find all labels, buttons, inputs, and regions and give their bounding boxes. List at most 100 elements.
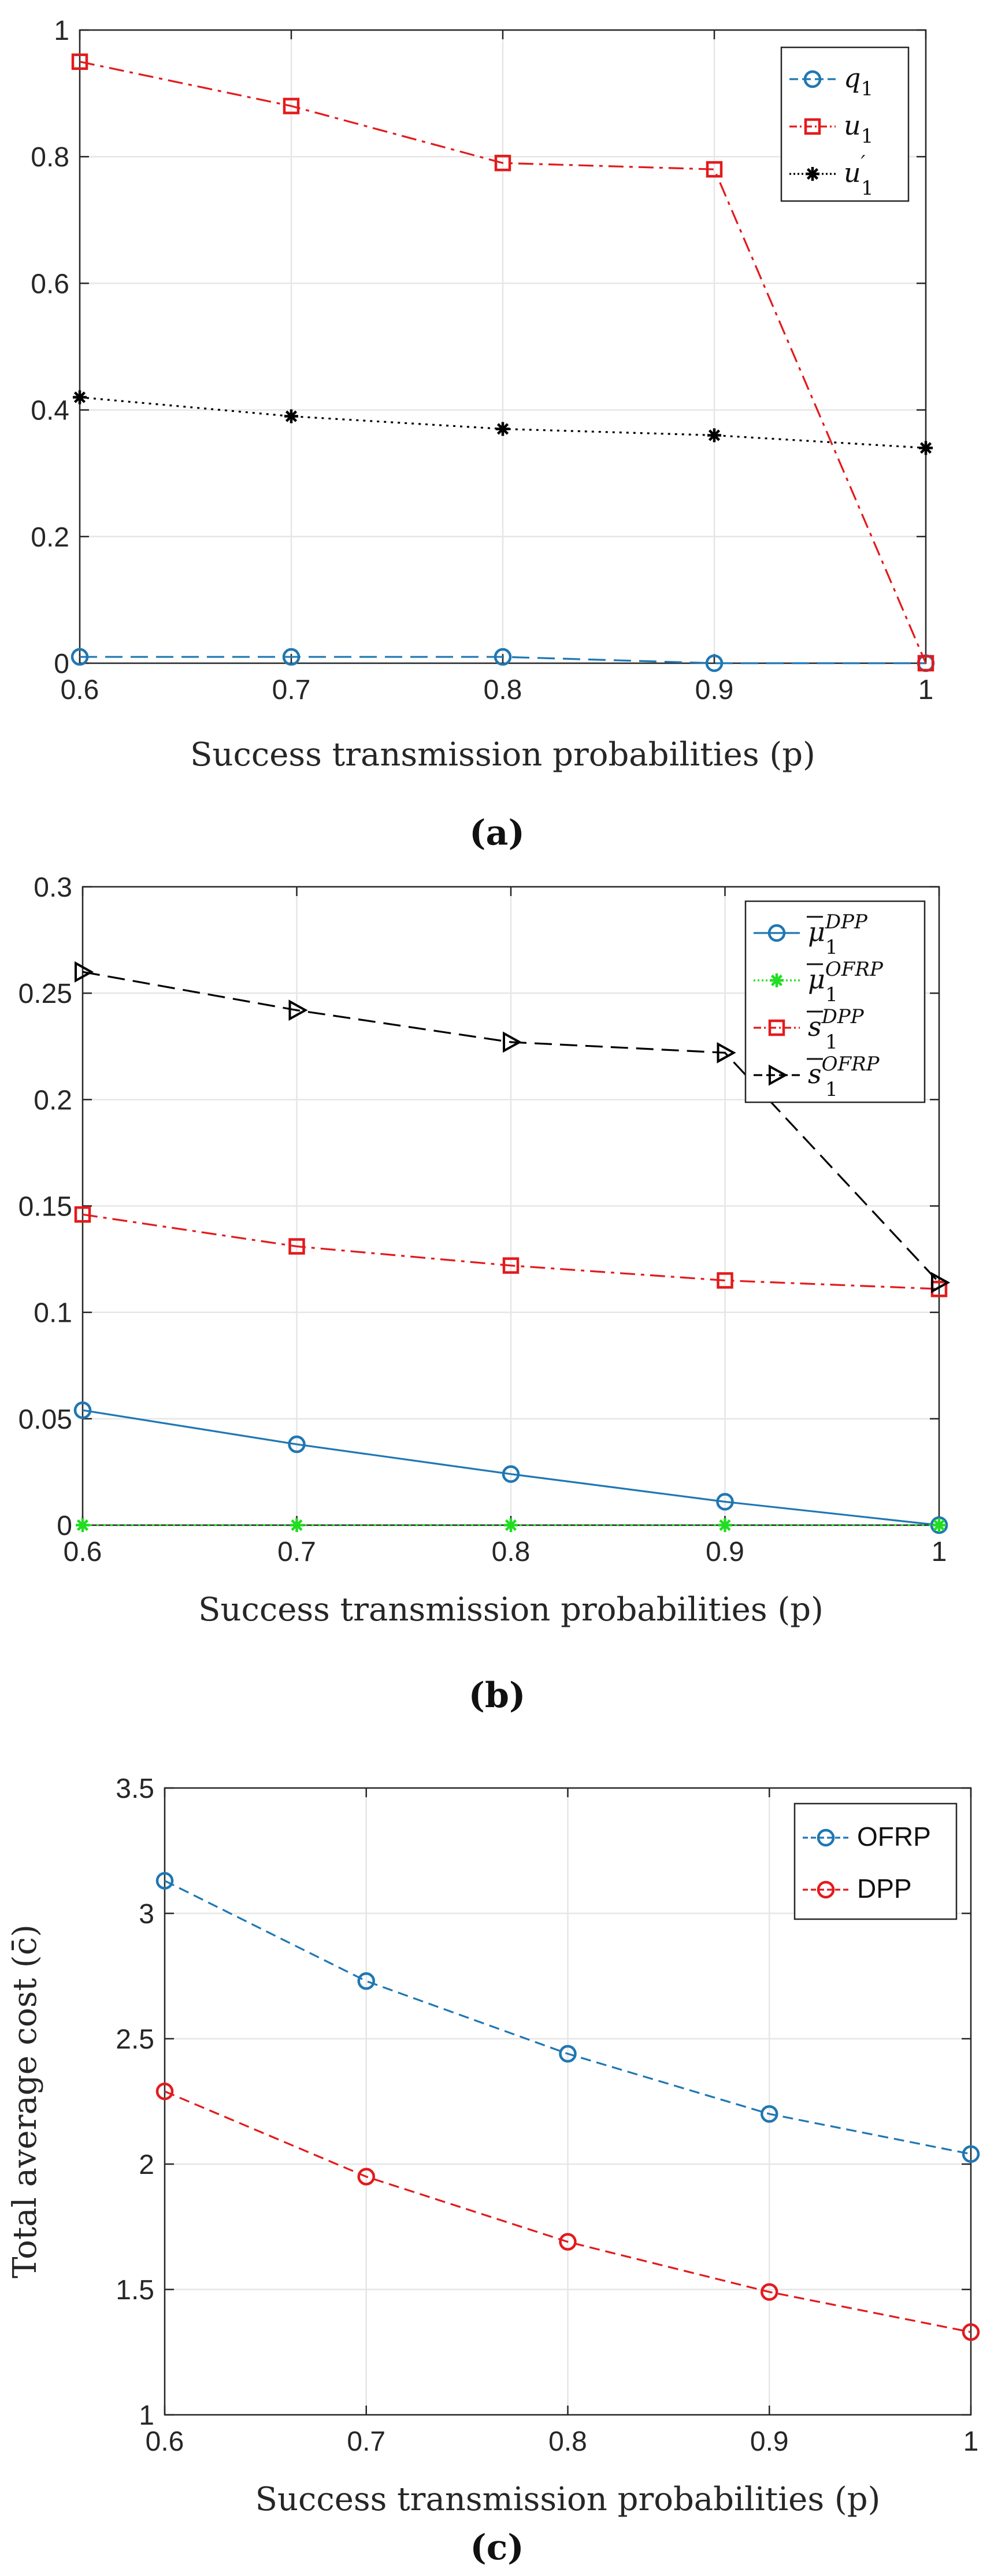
data-point <box>716 1493 734 1511</box>
data-point <box>761 2105 778 2123</box>
series-line <box>82 1409 940 1526</box>
y-tick-label: 0.4 <box>31 396 69 426</box>
y-tick-label: 3 <box>139 1899 154 1930</box>
data-point <box>502 1465 520 1483</box>
x-axis-label: Success transmission probabilities (p) <box>198 1591 824 1629</box>
series-u1 <box>71 53 934 672</box>
data-point <box>71 53 88 70</box>
x-tick-label: 0.7 <box>347 2426 385 2457</box>
legend-label-u-1: u′ 1 <box>844 151 874 200</box>
chart-panel-1: 0.6 0.7 0.8 0.9 1 0 0.2 0.4 0.6 0.8 1 Success trans… <box>31 16 935 774</box>
x-tick-label: 0.8 <box>492 1537 531 1567</box>
data-point <box>73 1401 92 1419</box>
legend-marker <box>767 924 786 942</box>
data-point <box>288 1238 305 1255</box>
data-point <box>503 1031 522 1053</box>
data-point <box>290 1518 304 1532</box>
data-point <box>282 648 301 666</box>
legend-label-s1-ofrp: sOFRP 1 <box>808 1053 880 1101</box>
x-tick-label: 1 <box>918 675 934 705</box>
series-line <box>80 656 926 664</box>
data-point <box>288 1435 306 1454</box>
data-point <box>919 441 933 455</box>
data-point <box>288 999 308 1021</box>
y-tick-label: 2.5 <box>116 2024 154 2055</box>
x-tick-label: 0.7 <box>272 675 311 705</box>
chart-panel-3: 0.6 0.7 0.8 0.9 1 1 1.5 2 2.5 3 3.5 Success transmi… <box>6 1774 980 2518</box>
data-point <box>74 1206 91 1223</box>
series-line <box>82 971 940 1284</box>
legend-box <box>793 1802 958 1920</box>
legend-marker <box>804 118 821 135</box>
data-point <box>931 1272 951 1293</box>
data-point <box>284 409 298 423</box>
series-ofrp <box>155 1872 980 2163</box>
legend-marker <box>817 1828 835 1847</box>
legend-label-u1: u1 <box>844 110 873 148</box>
legend-label-dpp: DPP <box>857 1874 912 1904</box>
data-point <box>718 1518 732 1532</box>
series-line <box>164 2090 971 2333</box>
data-point <box>917 655 934 672</box>
data-point <box>962 2323 980 2341</box>
legend-marker <box>817 1880 835 1899</box>
data-point <box>71 648 89 666</box>
y-tick-label: 1 <box>54 16 69 46</box>
legend-marker <box>769 1064 788 1086</box>
data-point <box>155 2082 174 2101</box>
data-point <box>761 2283 778 2301</box>
data-point <box>73 390 87 404</box>
x-tick-label: 0.9 <box>706 1537 744 1567</box>
x-tick-label: 0.9 <box>750 2426 789 2457</box>
y-tick-label: 1.5 <box>116 2275 154 2306</box>
y-tick-label: 0.2 <box>31 522 69 553</box>
x-tick-label: 0.7 <box>277 1537 316 1567</box>
data-point <box>494 648 512 666</box>
series-mu1-ofrp <box>76 1518 946 1532</box>
y-axis-label: Total average cost (c̄) <box>6 1924 44 2278</box>
y-tick-label: 0.6 <box>31 269 69 299</box>
series-s1-dpp <box>74 1206 948 1298</box>
data-point <box>717 1272 733 1289</box>
y-tick-label: 0 <box>54 649 69 679</box>
data-point <box>962 2145 980 2163</box>
x-axis-label: Success transmission probabilities (p) <box>255 2481 881 2518</box>
data-point <box>930 1516 948 1534</box>
legend-label-mu1-dpp: μDPP 1 <box>808 910 868 959</box>
x-axis-label: Success transmission probabilities (p) <box>190 736 815 774</box>
series-u-1 <box>73 390 933 455</box>
legend-marker <box>770 973 784 987</box>
y-tick-label: 3.5 <box>116 1774 154 1804</box>
y-tick-label: 1 <box>139 2400 154 2431</box>
legend-marker <box>803 70 822 88</box>
y-tick-label: 0.8 <box>31 142 69 173</box>
series-line <box>82 1213 940 1290</box>
data-point <box>357 1972 375 1990</box>
x-tick-label: 0.6 <box>146 2426 184 2457</box>
data-point <box>705 654 724 672</box>
legend-label-mu1-ofrp: μOFRP 1 <box>808 958 884 1006</box>
legend-marker <box>806 167 819 181</box>
x-tick-label: 0.6 <box>64 1537 102 1567</box>
x-tick-label: 0.6 <box>61 675 99 705</box>
chart-panel-2: 0.6 0.7 0.8 0.9 1 0 0.05 0.1 0.15 0.2 0.25 0.3 Succe… <box>18 872 951 1629</box>
panel-caption: (b) <box>469 1675 526 1716</box>
legend-label-ofrp: OFRP <box>857 1822 931 1852</box>
series-line <box>79 61 927 664</box>
legend: q1 u1u′ 1 <box>780 46 910 202</box>
data-point <box>357 2168 375 2185</box>
y-tick-label: 0.2 <box>34 1085 72 1116</box>
x-tick-label: 0.8 <box>548 2426 587 2457</box>
y-tick-label: 0.05 <box>18 1404 72 1435</box>
data-point <box>707 428 721 443</box>
panel-caption: (a) <box>469 813 525 853</box>
legend: OFRP DPP <box>793 1802 958 1920</box>
panel-caption: (c) <box>470 2527 524 2568</box>
data-point <box>283 98 300 114</box>
series-s1-ofrp <box>75 961 951 1293</box>
data-point <box>932 1518 946 1532</box>
data-point <box>76 1518 90 1532</box>
x-tick-label: 1 <box>932 1537 947 1567</box>
data-point <box>155 1872 174 1890</box>
